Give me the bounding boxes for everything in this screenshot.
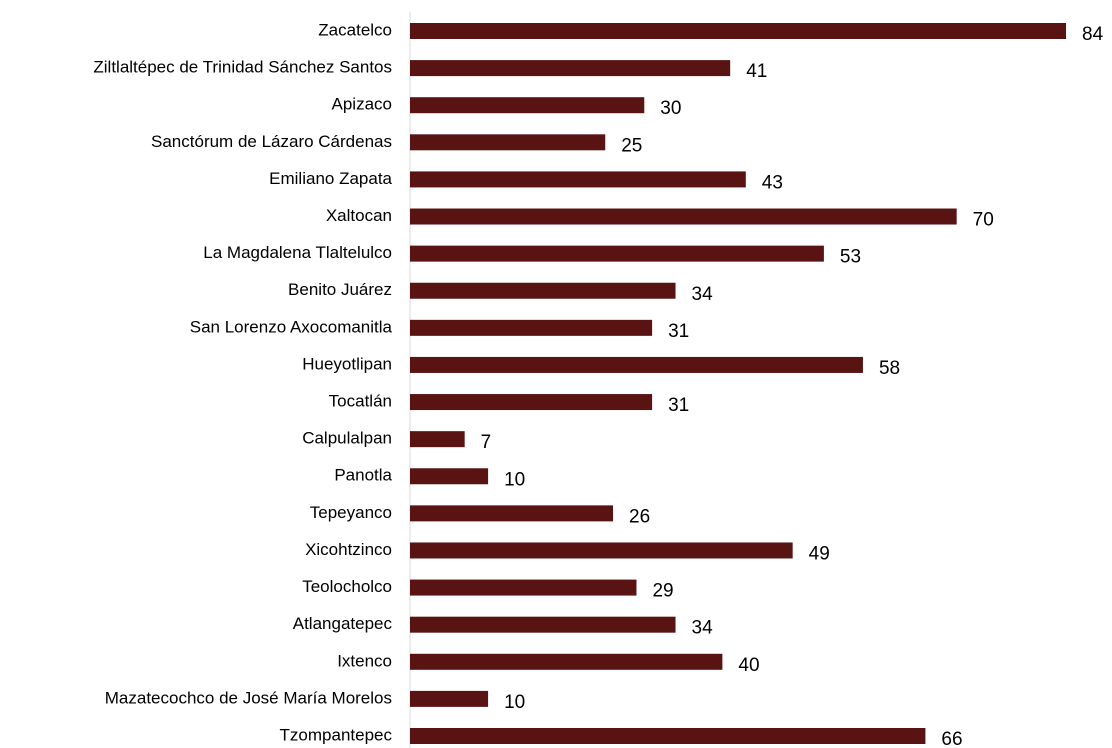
value-label: 25: [621, 135, 642, 156]
category-label: Xaltocan: [326, 206, 392, 225]
category-label: Sanctórum de Lázaro Cárdenas: [151, 132, 392, 151]
bar: [410, 505, 614, 522]
category-label: Tepeyanco: [310, 503, 392, 522]
category-label: Teolocholco: [302, 577, 392, 596]
bar: [410, 319, 653, 336]
bar: [410, 653, 723, 670]
category-label: Tzompantepec: [280, 725, 393, 744]
bar: [410, 356, 863, 373]
category-label: La Magdalena Tlaltelulco: [203, 243, 392, 262]
category-label: Emiliano Zapata: [269, 169, 392, 188]
category-label: Panotla: [334, 466, 392, 485]
category-label: Ixtenco: [337, 651, 392, 670]
value-label: 34: [692, 284, 714, 305]
bar: [410, 60, 731, 77]
bar: [410, 468, 489, 485]
value-label: 10: [504, 469, 525, 490]
category-label: Apizaco: [332, 95, 392, 114]
bar: [410, 394, 653, 411]
category-label: Calpulalpan: [302, 429, 392, 448]
bar: [410, 282, 676, 299]
value-label: 7: [481, 432, 492, 453]
value-label: 34: [692, 618, 714, 639]
bar: [410, 728, 926, 744]
value-label: 43: [762, 172, 783, 193]
bar: [410, 97, 645, 114]
value-label: 31: [668, 321, 689, 342]
bar: [410, 690, 489, 707]
category-label: Xicohtzinco: [305, 540, 392, 559]
value-label: 29: [652, 581, 673, 602]
value-label: 70: [973, 210, 994, 231]
bar: [410, 579, 637, 596]
value-label: 31: [668, 395, 689, 416]
bar: [410, 134, 606, 151]
value-label: 40: [738, 655, 759, 676]
category-label: Mazatecochco de José María Morelos: [105, 688, 392, 707]
category-label: San Lorenzo Axocomanitla: [190, 317, 393, 336]
value-label: 66: [941, 729, 962, 748]
bar: [410, 542, 793, 559]
bar: [410, 23, 1066, 39]
value-label: 26: [629, 506, 650, 527]
category-label: Ziltlaltépec de Trinidad Sánchez Santos: [93, 58, 392, 77]
value-label: 41: [746, 61, 767, 82]
value-label: 53: [840, 247, 861, 268]
category-label: Hueyotlipan: [302, 354, 392, 373]
value-label: 84: [1082, 24, 1104, 45]
category-label: Atlangatepec: [293, 614, 393, 633]
category-label: Benito Juárez: [288, 280, 392, 299]
bar: [410, 616, 676, 633]
bar: [410, 171, 746, 188]
category-label: Zacatelco: [318, 20, 392, 39]
value-label: 10: [504, 692, 525, 713]
bar: [410, 245, 824, 262]
value-label: 49: [809, 543, 830, 564]
bar: [410, 208, 957, 225]
value-label: 30: [660, 98, 681, 119]
bar: [410, 431, 465, 448]
category-label: Tocatlán: [329, 392, 392, 411]
value-label: 58: [879, 358, 900, 379]
